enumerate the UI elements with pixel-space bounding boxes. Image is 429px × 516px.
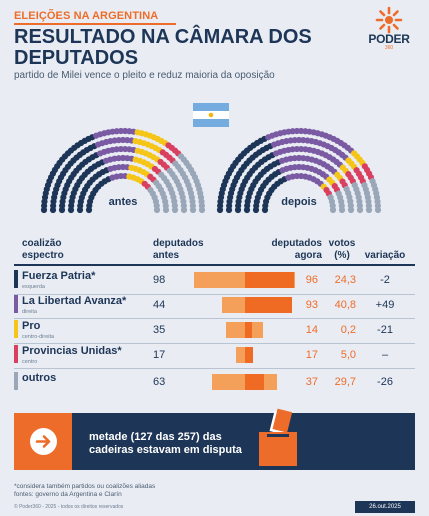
seat-dot — [153, 206, 161, 214]
callout-arrow-box — [14, 413, 72, 470]
seats-before-value: 98 — [153, 274, 166, 286]
party-name: Provincias Unidas* — [22, 345, 122, 357]
seats-bar-before — [226, 322, 263, 338]
seat-dot — [356, 206, 364, 214]
seats-bar-after — [244, 347, 254, 363]
votes-value: 29,7 — [334, 376, 356, 388]
page-title: RESULTADO NA CÂMARA DOS DEPUTADOS — [14, 26, 312, 69]
seat-dot — [365, 206, 373, 214]
row-divider — [14, 343, 415, 344]
header-coalition: coalizão espectro — [22, 238, 64, 261]
seat-dot — [347, 206, 355, 214]
seat-dot — [189, 206, 197, 214]
party-spectrum: centro — [22, 359, 38, 365]
row-divider — [14, 318, 415, 319]
seat-dot — [117, 145, 124, 153]
seat-dot — [329, 206, 337, 214]
header-votes: votos (%) — [328, 238, 356, 261]
seats-bar-after — [244, 272, 294, 288]
seats-bar — [193, 322, 296, 338]
seats-after-value: 96 — [305, 274, 318, 286]
hemicycle-before — [40, 127, 206, 214]
date-badge: 26.out.2025 — [355, 501, 415, 513]
seats-after-value: 93 — [305, 299, 318, 311]
seats-bar — [193, 374, 296, 390]
party-name: outros — [22, 372, 57, 384]
seat-dot — [117, 172, 124, 180]
subtitle: partido de Milei vence o pleito e reduz … — [14, 70, 275, 81]
seats-after-value: 17 — [305, 349, 318, 361]
votes-value: 5,0 — [340, 349, 356, 361]
hemicycle-after — [216, 127, 382, 214]
change-value: +49 — [375, 299, 395, 311]
seat-dot — [180, 206, 188, 214]
header-divider — [14, 264, 415, 266]
party-name: Fuerza Patria* — [22, 270, 96, 282]
argentina-flag-icon — [193, 103, 229, 127]
seats-after-value: 37 — [305, 376, 318, 388]
party-spectrum: centro-direita — [22, 334, 55, 340]
ballot-box-icon — [259, 408, 297, 466]
seat-dot — [374, 206, 382, 214]
seats-after-value: 14 — [305, 324, 318, 336]
seats-before-value: 17 — [153, 349, 166, 361]
seat-dot — [293, 145, 300, 153]
callout-banner: metade (127 das 257) das cadeiras estava… — [14, 413, 415, 470]
seats-bar-after — [244, 297, 293, 313]
poder360-logo: PODER 360 — [360, 6, 418, 58]
change-value: -2 — [380, 274, 390, 286]
seats-bar — [193, 347, 296, 363]
seats-before-value: 44 — [153, 299, 166, 311]
kicker: ELEIÇÕES NA ARGENTINA — [14, 10, 159, 22]
kicker-underline — [14, 23, 176, 25]
party-swatch — [14, 295, 18, 313]
footnote-allies: *considera também partidos ou coalizões … — [14, 483, 156, 490]
seats-bar — [193, 297, 296, 313]
party-spectrum: direita — [22, 309, 37, 315]
votes-value: 40,8 — [334, 299, 356, 311]
party-name: Pro — [22, 320, 41, 332]
row-divider — [14, 368, 415, 369]
votes-value: 24,3 — [334, 274, 356, 286]
votes-value: 0,2 — [340, 324, 356, 336]
party-swatch — [14, 320, 18, 338]
seats-before-value: 63 — [153, 376, 166, 388]
seats-bar — [193, 272, 296, 288]
seats-bar-after — [244, 374, 264, 390]
change-value: -21 — [377, 324, 393, 336]
party-swatch — [14, 372, 18, 390]
change-value: – — [381, 349, 389, 361]
header-change: variação — [364, 250, 406, 261]
logo-text: PODER — [368, 32, 410, 46]
party-swatch — [14, 345, 18, 363]
party-name: La Libertad Avanza* — [22, 295, 127, 307]
seat-dot — [293, 172, 300, 180]
seats-before-value: 35 — [153, 324, 166, 336]
hemicycle-before-label: antes — [108, 196, 138, 208]
seat-dot — [338, 206, 346, 214]
seat-dot — [171, 206, 179, 214]
seat-dot — [198, 206, 206, 214]
party-swatch — [14, 270, 18, 288]
arrow-right-icon — [30, 428, 57, 455]
logo-subtext: 360 — [384, 45, 394, 51]
change-value: -26 — [377, 376, 393, 388]
header-seats-after: deputados agora — [271, 238, 322, 261]
callout-text: metade (127 das 257) das cadeiras estava… — [89, 431, 242, 456]
seat-dot — [162, 206, 170, 214]
hemicycle-after-label: depois — [281, 196, 317, 208]
sun-icon — [375, 6, 403, 34]
seats-bar-after — [244, 322, 252, 338]
copyright: © Poder360 - 2025 - todos os direitos re… — [14, 504, 124, 510]
row-divider — [14, 294, 415, 295]
header-seats-before: deputados antes — [153, 238, 204, 261]
footnote-sources: fontes: governo da Argentina e Clarín — [14, 491, 122, 498]
party-spectrum: esquerda — [22, 284, 45, 290]
